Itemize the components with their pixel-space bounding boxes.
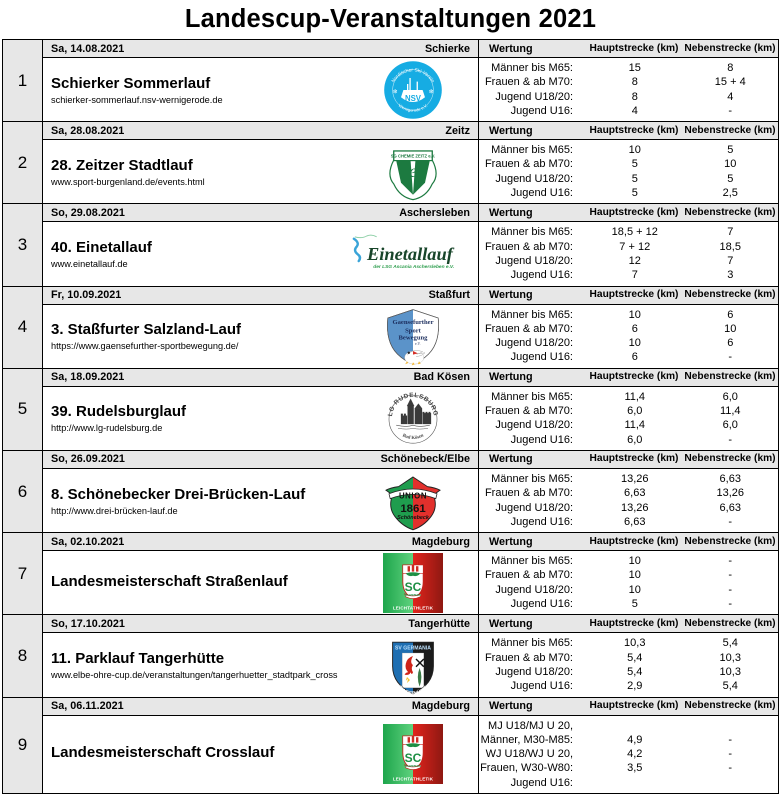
svg-text:1861: 1861 <box>400 502 426 514</box>
svg-text:Bewegung: Bewegung <box>399 335 429 342</box>
svg-text:SG CHEMIE ZEITZ e.V.: SG CHEMIE ZEITZ e.V. <box>391 153 436 158</box>
svg-text:e.V.: e.V. <box>415 342 421 346</box>
svg-text:SC: SC <box>405 580 422 594</box>
svg-text:SV GERMANIA: SV GERMANIA <box>395 645 431 651</box>
svg-text:Einetallauf: Einetallauf <box>366 244 455 264</box>
svg-text:e: e <box>409 161 417 181</box>
svg-text:MAGDEBURG: MAGDEBURG <box>405 765 421 768</box>
svg-text:der LSG Ascania Aschersleben e: der LSG Ascania Aschersleben e.V. <box>373 264 454 270</box>
svg-text:NSV: NSV <box>405 93 422 102</box>
svg-text:❄: ❄ <box>393 88 398 95</box>
svg-text:Schönebeck: Schönebeck <box>397 515 430 521</box>
svg-text:LEICHTATHLETIK: LEICHTATHLETIK <box>393 605 434 610</box>
svg-text:SC: SC <box>405 751 422 765</box>
svg-text:Gaensefurther: Gaensefurther <box>392 319 433 326</box>
svg-text:Bad Kösen: Bad Kösen <box>401 434 425 442</box>
svg-text:LEICHTATHLETIK: LEICHTATHLETIK <box>393 777 434 782</box>
svg-text:MAGDEBURG: MAGDEBURG <box>405 594 421 597</box>
svg-text:❄: ❄ <box>429 88 434 95</box>
svg-text:UNION: UNION <box>399 491 427 500</box>
svg-text:Sport: Sport <box>405 328 422 335</box>
